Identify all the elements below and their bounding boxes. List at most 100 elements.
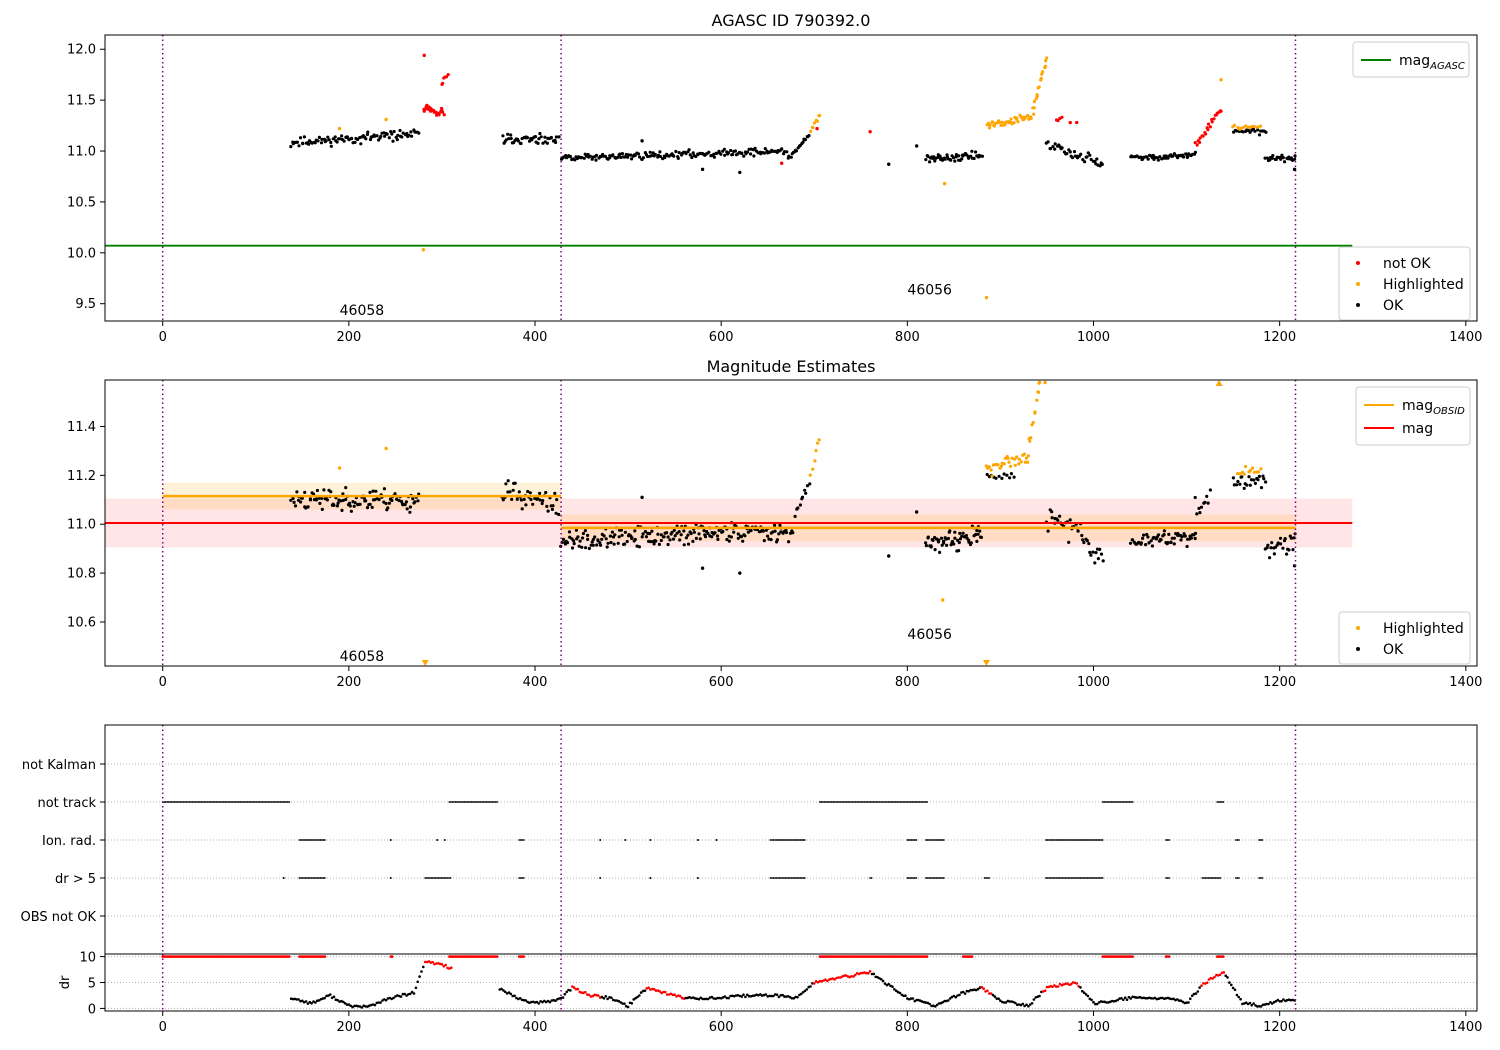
dr-point bbox=[881, 979, 885, 983]
p1-point-ok bbox=[341, 492, 345, 496]
p0-point-hl bbox=[1015, 116, 1019, 120]
p1-point-ok bbox=[587, 546, 592, 551]
p0-point-notok bbox=[441, 81, 445, 85]
flag-point bbox=[172, 801, 175, 803]
dr-point bbox=[937, 1002, 941, 1005]
flag-point bbox=[915, 877, 918, 879]
p0-point-ok bbox=[1070, 156, 1075, 160]
flag-point bbox=[1206, 877, 1208, 879]
dr-point bbox=[572, 986, 576, 989]
p1-point-ok bbox=[1142, 533, 1146, 537]
p0-point-ok bbox=[1053, 142, 1057, 146]
p0-point-ok bbox=[364, 137, 368, 141]
p1-point-ok bbox=[1242, 486, 1246, 490]
flag-point bbox=[264, 801, 267, 803]
dr-point bbox=[561, 996, 565, 999]
p1-point-ok bbox=[1046, 529, 1050, 533]
p0-point-hl bbox=[1012, 121, 1016, 125]
p0-point-ok bbox=[545, 141, 550, 145]
p0-point-ok bbox=[1051, 145, 1055, 149]
flag-point bbox=[221, 801, 224, 803]
dr-point bbox=[1153, 996, 1157, 1000]
flag-point bbox=[473, 801, 476, 803]
flag-point bbox=[1165, 877, 1167, 879]
flag-point bbox=[1210, 877, 1213, 879]
p1-point-ok bbox=[803, 488, 807, 492]
flag-point bbox=[1098, 839, 1101, 841]
dr-point bbox=[740, 995, 743, 998]
p0-point-ok bbox=[347, 138, 351, 142]
flag-point bbox=[937, 839, 939, 841]
dr-point bbox=[867, 971, 870, 975]
dr-point bbox=[868, 970, 872, 973]
p3-xtick-label: 600 bbox=[709, 1020, 734, 1035]
p1-point-ok bbox=[1268, 556, 1272, 560]
dr-point bbox=[621, 1002, 624, 1005]
p0-point-hl bbox=[992, 124, 997, 128]
dr-point bbox=[1190, 994, 1194, 997]
flag-point bbox=[469, 801, 472, 803]
flag-point bbox=[1073, 839, 1076, 841]
flag-point bbox=[880, 801, 882, 803]
flag-point bbox=[910, 877, 913, 879]
dr-point bbox=[1202, 982, 1205, 985]
p0-line-legend bbox=[1352, 41, 1470, 78]
p1-point-ok bbox=[729, 535, 734, 539]
p1-point-hl bbox=[1043, 380, 1047, 385]
flag-point bbox=[170, 801, 173, 803]
p0-point-legend bbox=[1338, 246, 1471, 321]
p1-point-ok bbox=[689, 531, 693, 536]
p1-point-ok bbox=[408, 505, 412, 509]
dr-point bbox=[606, 997, 609, 1001]
dr-point bbox=[1095, 1002, 1099, 1006]
p1-xtick-label: 0 bbox=[159, 675, 167, 690]
dr-point bbox=[986, 989, 989, 993]
p1-point-ok bbox=[1276, 541, 1280, 545]
p1-point-ok bbox=[769, 538, 773, 542]
flag-point bbox=[321, 839, 323, 841]
dr-point bbox=[948, 997, 952, 1000]
p0-point-hl bbox=[1244, 124, 1248, 128]
dr-point bbox=[500, 987, 503, 991]
flag-point bbox=[786, 839, 788, 841]
p0-point-ok bbox=[687, 148, 691, 152]
p1-point-ok bbox=[511, 488, 515, 492]
flag-point bbox=[1057, 839, 1059, 841]
dr-point bbox=[1280, 1000, 1283, 1003]
p0-point-ok bbox=[789, 155, 793, 159]
flag-point bbox=[1070, 839, 1073, 841]
p1-point-ok bbox=[662, 535, 666, 539]
flag-point bbox=[907, 839, 910, 841]
dr-point bbox=[392, 996, 395, 1000]
dr-point-clipped bbox=[1167, 955, 1171, 958]
flag-point bbox=[986, 877, 989, 879]
flag-row-label: Ion. rad. bbox=[42, 834, 96, 849]
p1-point-ok bbox=[640, 535, 644, 539]
p1-point-ok bbox=[656, 532, 660, 536]
p0-point-ok bbox=[674, 149, 678, 154]
dr-point bbox=[349, 1004, 353, 1008]
p1-point-ok bbox=[1270, 541, 1274, 545]
flag-point bbox=[780, 877, 782, 879]
flag-point bbox=[1071, 877, 1074, 879]
p1-point-ok bbox=[574, 528, 579, 532]
p1-point-ok bbox=[1099, 552, 1104, 556]
flag-point bbox=[599, 877, 602, 879]
flag-point bbox=[222, 801, 225, 803]
flag-point bbox=[845, 801, 848, 803]
p0-point-ok bbox=[715, 151, 719, 155]
flag-point bbox=[448, 801, 451, 803]
flag-point bbox=[826, 801, 829, 803]
flag-point bbox=[909, 877, 912, 879]
p0-point-ok bbox=[1095, 157, 1099, 161]
flag-point bbox=[1213, 877, 1216, 879]
p1-point-ok bbox=[762, 539, 766, 543]
p0-point-ok bbox=[313, 141, 317, 145]
flag-point bbox=[279, 801, 282, 803]
p0-point-ok bbox=[1253, 129, 1257, 133]
dr-point bbox=[1265, 1002, 1268, 1006]
flag-point bbox=[789, 839, 791, 841]
p0-point-ok bbox=[340, 134, 344, 138]
p1-point-ok bbox=[926, 535, 930, 539]
p0-point-notok bbox=[437, 113, 441, 117]
